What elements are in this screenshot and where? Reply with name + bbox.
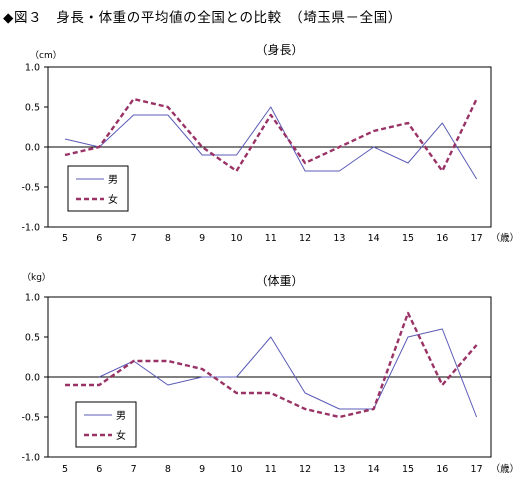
x-tick-label: 14 bbox=[368, 464, 380, 475]
y-tick-label: 0.5 bbox=[25, 333, 40, 344]
x-tick-label: 6 bbox=[96, 464, 102, 475]
x-axis-unit: （歳） bbox=[491, 232, 520, 244]
y-tick-label: -1.0 bbox=[21, 223, 40, 234]
height-chart: （身長） （cm） 1.0 0.5 0.0 -0.5 -1.0 5 6 7 8 9 10 11 12 13 14… bbox=[21, 42, 519, 244]
legend-box bbox=[67, 165, 129, 212]
x-tick-label: 6 bbox=[96, 233, 102, 244]
x-tick-label: 8 bbox=[165, 464, 171, 475]
x-tick-label: 15 bbox=[402, 464, 414, 475]
x-tick-label: 7 bbox=[131, 233, 137, 244]
legend-box bbox=[75, 401, 137, 448]
y-tick-label: 0.0 bbox=[25, 143, 40, 154]
x-tick-label: 9 bbox=[199, 464, 205, 475]
x-tick-label: 9 bbox=[199, 233, 205, 244]
x-tick-label: 17 bbox=[471, 464, 483, 475]
x-tick-label: 12 bbox=[299, 233, 311, 244]
x-tick-label: 13 bbox=[333, 464, 345, 475]
series-line-male bbox=[99, 328, 478, 418]
x-tick-label: 11 bbox=[265, 464, 277, 475]
x-tick-label: 13 bbox=[333, 233, 345, 244]
y-tick-label: -1.0 bbox=[21, 453, 40, 464]
x-tick-label: 5 bbox=[62, 233, 68, 244]
y-tick-label: 1.0 bbox=[25, 63, 40, 74]
x-tick-label: 15 bbox=[402, 233, 414, 244]
series-line-female bbox=[65, 311, 478, 419]
x-tick-label: 10 bbox=[230, 464, 242, 475]
x-tick-label: 12 bbox=[299, 464, 311, 475]
legend-label: 女 bbox=[116, 429, 126, 442]
legend-label: 男 bbox=[116, 410, 126, 422]
legend-label: 男 bbox=[108, 174, 118, 186]
chart-title: （身長） bbox=[255, 42, 303, 57]
x-tick-label: 14 bbox=[368, 233, 380, 244]
x-tick-label: 7 bbox=[131, 464, 137, 475]
x-tick-label: 10 bbox=[230, 233, 242, 244]
y-tick-label: -0.5 bbox=[21, 183, 40, 194]
y-tick-label: 0.0 bbox=[25, 373, 40, 384]
weight-chart: （体重） （kg） 1.0 0.5 0.0 -0.5 -1.0 5 6 7 8 9 10 11 12 13 14… bbox=[21, 272, 519, 475]
x-tick-label: 16 bbox=[436, 464, 448, 475]
series-line-male bbox=[64, 106, 478, 180]
y-tick-label: -0.5 bbox=[21, 413, 40, 424]
figure-title: ◆図３ 身長・体重の平均値の全国との比較 （埼玉県－全国） bbox=[3, 10, 402, 26]
series-line-female bbox=[64, 97, 478, 173]
x-tick-label: 17 bbox=[471, 233, 483, 244]
legend-label: 女 bbox=[108, 193, 118, 206]
y-tick-label: 0.5 bbox=[25, 103, 40, 114]
y-tick-label: 1.0 bbox=[25, 293, 40, 304]
unit-label: （kg） bbox=[22, 272, 51, 283]
x-tick-label: 11 bbox=[265, 233, 277, 244]
x-tick-label: 5 bbox=[62, 464, 68, 475]
unit-label: （cm） bbox=[30, 50, 62, 61]
x-tick-label: 16 bbox=[436, 233, 448, 244]
x-axis-unit: （歳） bbox=[491, 463, 520, 475]
x-tick-label: 8 bbox=[165, 233, 171, 244]
chart-title: （体重） bbox=[255, 274, 303, 288]
